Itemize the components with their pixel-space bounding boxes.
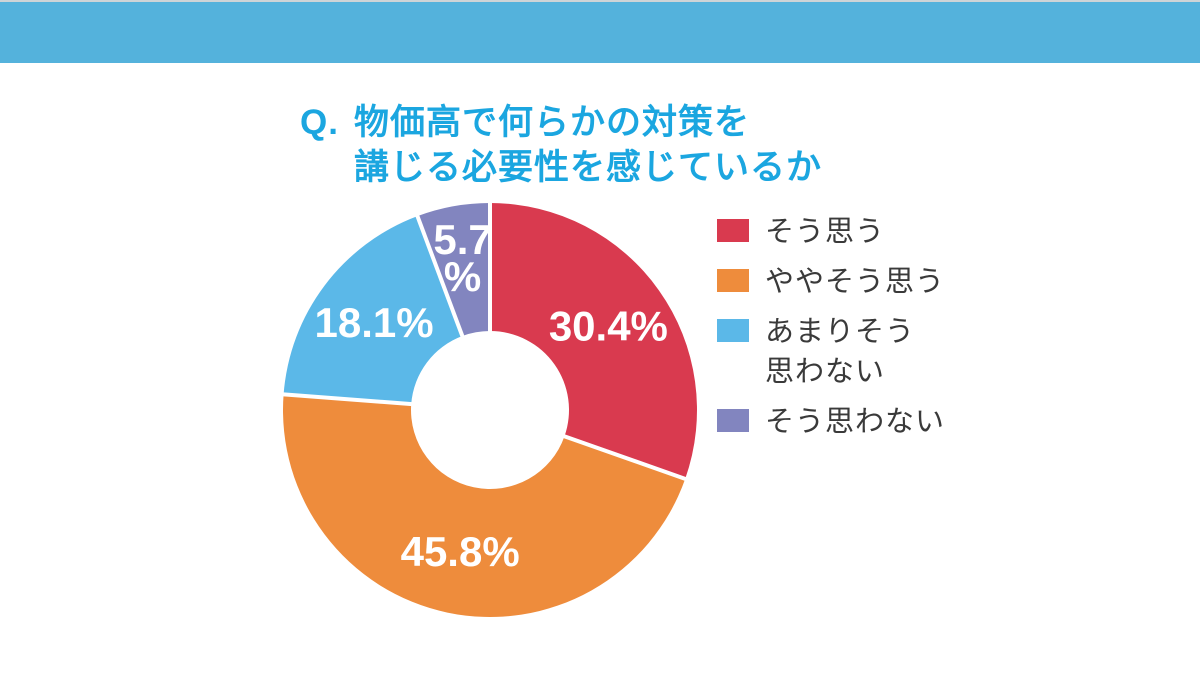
legend-item: そう思う bbox=[717, 212, 945, 252]
pie-slice-label-あまりそう思わない: 18.1% bbox=[314, 299, 433, 346]
pie-slice-ややそう思う bbox=[283, 394, 686, 617]
legend-swatch-lightblue bbox=[717, 319, 749, 342]
header-bar bbox=[0, 2, 1200, 63]
legend-label: そう思わない bbox=[765, 402, 945, 442]
pie-slice-あまりそう思わない bbox=[283, 216, 463, 405]
question-line-1: 物価高で何らかの対策を bbox=[353, 103, 750, 142]
pie-slice-そう思わない bbox=[417, 203, 490, 337]
legend-label: ややそう思う bbox=[765, 262, 945, 302]
donut-chart-svg: 30.4% 45.8% 18.1%5.7% bbox=[281, 201, 697, 617]
legend-item: そう思わない bbox=[717, 402, 945, 442]
legend-label-line: あまりそう bbox=[765, 316, 916, 348]
legend-label: あまりそう 思わない bbox=[765, 312, 915, 392]
legend-label-line: そう思う bbox=[765, 216, 886, 248]
question-prefix: Q. bbox=[300, 103, 339, 142]
legend-label-line: 思わない bbox=[765, 356, 886, 388]
legend-label-line: ややそう思う bbox=[765, 266, 946, 298]
pie-slice-label-そう思う: 30.4% bbox=[549, 302, 668, 349]
legend-swatch-orange bbox=[717, 269, 749, 292]
pie-slice-label-そう思わない: 5.7% bbox=[433, 216, 491, 300]
question-line-2: 講じる必要性を感じているか bbox=[353, 148, 822, 187]
legend-item: あまりそう 思わない bbox=[717, 312, 945, 392]
slice-gap-line bbox=[560, 433, 688, 482]
slice-gap-line bbox=[281, 392, 416, 407]
legend-label: そう思う bbox=[765, 212, 885, 252]
pie-slice-label-ややそう思う: 45.8% bbox=[401, 528, 520, 575]
pie-slice-そう思う bbox=[490, 203, 697, 479]
question-text: 物価高で何らかの対策を 講じる必要性を感じているか bbox=[354, 100, 822, 190]
donut-chart: 30.4% 45.8% 18.1% 5.7% bbox=[270, 190, 710, 630]
legend-label-line: そう思わない bbox=[765, 406, 946, 438]
legend-swatch-purple bbox=[717, 409, 749, 432]
legend-swatch-red bbox=[717, 219, 749, 242]
question-title: Q. 物価高で何らかの対策を 講じる必要性を感じているか bbox=[300, 100, 822, 190]
chart-legend: そう思う ややそう思う あまりそう 思わない そう思わない bbox=[717, 212, 945, 452]
legend-item: ややそう思う bbox=[717, 262, 945, 302]
top-hairline bbox=[0, 0, 1200, 2]
slice-gap-line bbox=[415, 214, 466, 341]
